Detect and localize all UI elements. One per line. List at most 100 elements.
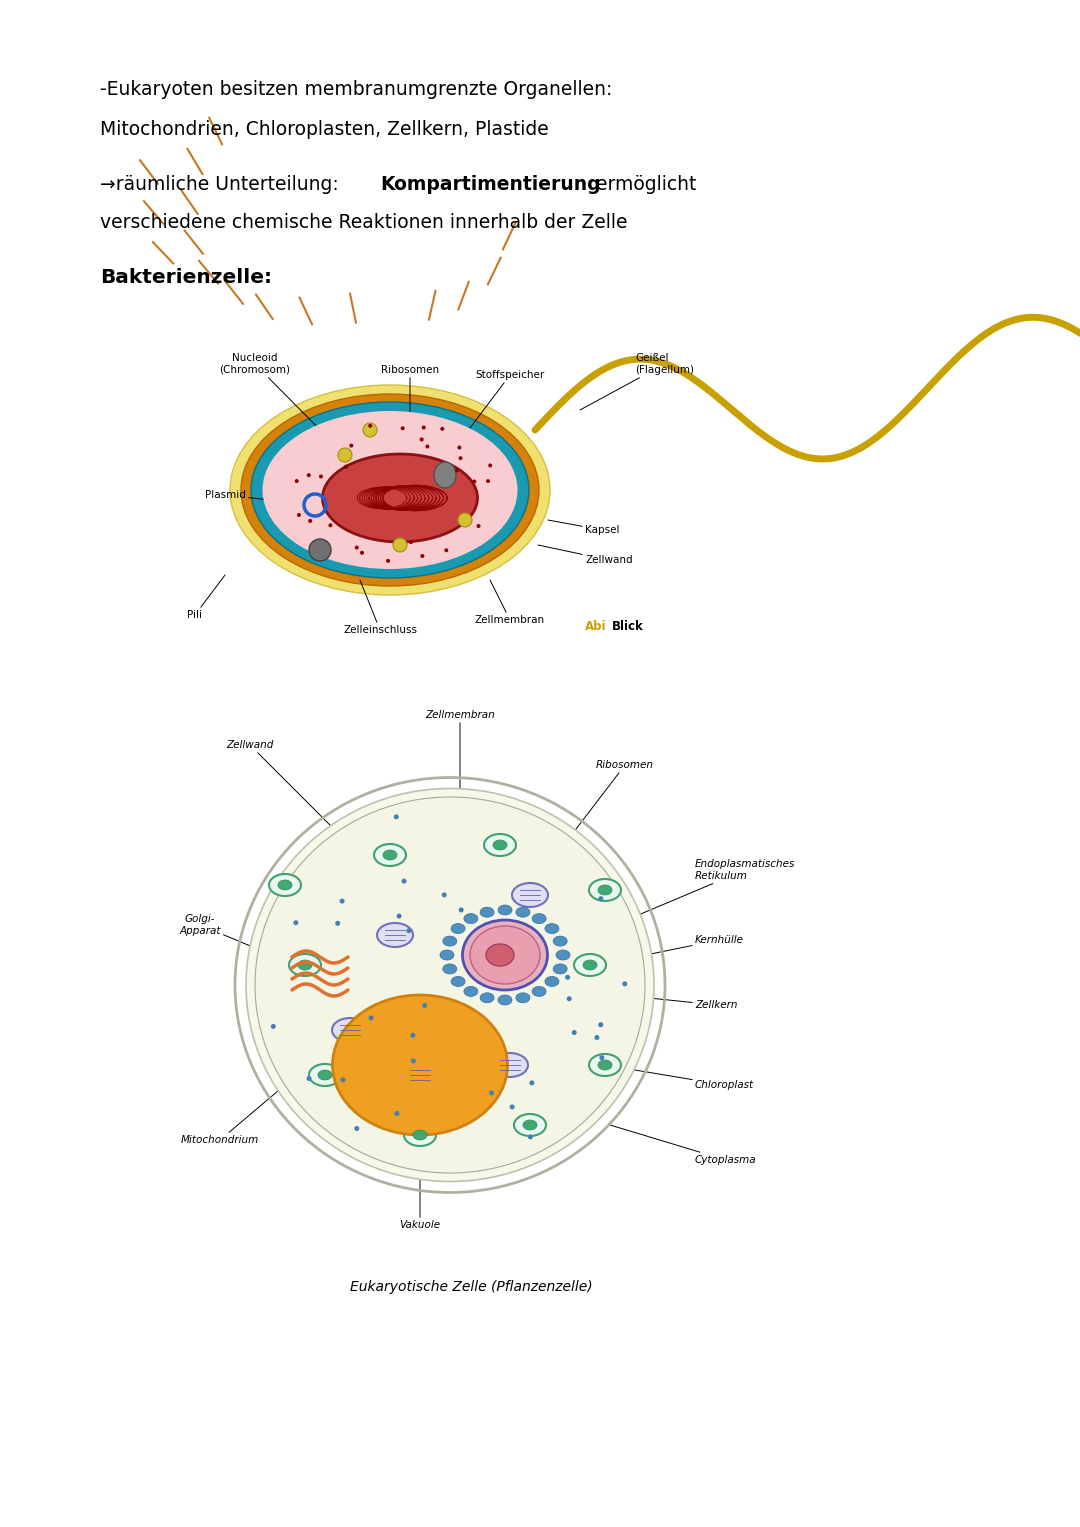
Text: Abi: Abi xyxy=(585,620,607,634)
Ellipse shape xyxy=(565,974,570,980)
Ellipse shape xyxy=(420,554,424,557)
Text: Zellmembran: Zellmembran xyxy=(475,580,545,625)
Ellipse shape xyxy=(459,457,462,460)
Ellipse shape xyxy=(492,840,507,851)
Ellipse shape xyxy=(319,475,323,478)
Ellipse shape xyxy=(404,1124,436,1145)
Ellipse shape xyxy=(441,428,444,431)
Text: Ribosomen: Ribosomen xyxy=(561,760,654,851)
Ellipse shape xyxy=(401,426,405,431)
Ellipse shape xyxy=(422,1003,428,1008)
Text: ermöglicht: ermöglicht xyxy=(590,176,697,194)
Ellipse shape xyxy=(451,924,465,933)
Text: -Eukaryoten besitzen membranumgrenzte Organellen:: -Eukaryoten besitzen membranumgrenzte Or… xyxy=(100,79,612,99)
Ellipse shape xyxy=(345,464,348,469)
Ellipse shape xyxy=(354,545,359,550)
Ellipse shape xyxy=(393,538,407,551)
Ellipse shape xyxy=(339,898,345,904)
Ellipse shape xyxy=(459,907,463,913)
Ellipse shape xyxy=(308,519,312,522)
Ellipse shape xyxy=(599,1055,605,1060)
Ellipse shape xyxy=(443,936,457,947)
Ellipse shape xyxy=(297,513,301,518)
Ellipse shape xyxy=(386,559,390,563)
Ellipse shape xyxy=(394,1112,400,1116)
Ellipse shape xyxy=(498,906,512,915)
Text: Kapsel: Kapsel xyxy=(548,521,620,534)
Ellipse shape xyxy=(309,539,330,560)
Ellipse shape xyxy=(523,1119,537,1130)
Ellipse shape xyxy=(333,996,508,1135)
Ellipse shape xyxy=(442,892,447,898)
Ellipse shape xyxy=(328,524,333,527)
Ellipse shape xyxy=(484,834,516,857)
Ellipse shape xyxy=(528,1135,532,1139)
Ellipse shape xyxy=(323,454,477,542)
Ellipse shape xyxy=(318,1070,332,1080)
Ellipse shape xyxy=(309,1064,341,1086)
Ellipse shape xyxy=(410,1058,416,1063)
Text: Mitochondrien, Chloroplasten, Zellkern, Plastide: Mitochondrien, Chloroplasten, Zellkern, … xyxy=(100,121,549,139)
Ellipse shape xyxy=(394,814,399,820)
Ellipse shape xyxy=(298,960,312,970)
Text: Kompartimentierung: Kompartimentierung xyxy=(380,176,600,194)
Ellipse shape xyxy=(241,394,539,586)
Ellipse shape xyxy=(589,880,621,901)
Ellipse shape xyxy=(516,907,530,918)
Ellipse shape xyxy=(622,982,627,986)
Ellipse shape xyxy=(462,919,548,989)
Text: Kernhülle: Kernhülle xyxy=(546,935,744,976)
Ellipse shape xyxy=(488,463,492,467)
Ellipse shape xyxy=(476,524,481,528)
Ellipse shape xyxy=(455,469,459,472)
Text: Zellkern: Zellkern xyxy=(525,985,738,1009)
Text: Zellmembran: Zellmembran xyxy=(426,710,495,789)
Ellipse shape xyxy=(368,425,373,428)
Ellipse shape xyxy=(410,1032,416,1038)
Ellipse shape xyxy=(443,964,457,974)
Text: →räumliche Unterteilung:: →räumliche Unterteilung: xyxy=(100,176,345,194)
Ellipse shape xyxy=(251,402,529,579)
Ellipse shape xyxy=(269,873,301,896)
Ellipse shape xyxy=(481,907,494,918)
Ellipse shape xyxy=(295,479,299,483)
Text: Vakuole: Vakuole xyxy=(400,1141,441,1231)
Ellipse shape xyxy=(583,960,597,970)
Ellipse shape xyxy=(464,986,478,997)
Ellipse shape xyxy=(545,976,559,986)
Ellipse shape xyxy=(396,913,402,919)
Ellipse shape xyxy=(402,878,406,884)
Ellipse shape xyxy=(402,1063,438,1087)
Ellipse shape xyxy=(498,996,512,1005)
Ellipse shape xyxy=(422,426,426,429)
Ellipse shape xyxy=(481,993,494,1003)
Ellipse shape xyxy=(545,924,559,933)
Ellipse shape xyxy=(458,513,472,527)
Ellipse shape xyxy=(598,886,612,895)
Ellipse shape xyxy=(332,1019,368,1041)
Ellipse shape xyxy=(492,1054,528,1077)
Ellipse shape xyxy=(363,423,377,437)
Ellipse shape xyxy=(556,950,570,960)
Text: Chloroplast: Chloroplast xyxy=(605,1064,754,1090)
Ellipse shape xyxy=(553,936,567,947)
Ellipse shape xyxy=(406,928,411,933)
Ellipse shape xyxy=(598,1022,604,1028)
Ellipse shape xyxy=(420,437,423,441)
Ellipse shape xyxy=(377,922,413,947)
Text: Eukaryotische Zelle (Pflanzenzelle): Eukaryotische Zelle (Pflanzenzelle) xyxy=(350,1280,593,1293)
Ellipse shape xyxy=(307,1077,311,1081)
Ellipse shape xyxy=(489,1090,494,1095)
Text: Pili: Pili xyxy=(188,576,225,620)
Ellipse shape xyxy=(278,880,292,890)
Ellipse shape xyxy=(360,551,364,554)
Ellipse shape xyxy=(255,797,645,1173)
Ellipse shape xyxy=(368,1015,374,1020)
Text: Plasmid: Plasmid xyxy=(205,490,315,505)
Ellipse shape xyxy=(335,921,340,925)
Text: Mitochondrium: Mitochondrium xyxy=(180,1031,350,1145)
Text: Golgi-
Apparat: Golgi- Apparat xyxy=(179,915,320,976)
Ellipse shape xyxy=(451,976,465,986)
Ellipse shape xyxy=(510,1104,515,1110)
Ellipse shape xyxy=(426,444,430,449)
